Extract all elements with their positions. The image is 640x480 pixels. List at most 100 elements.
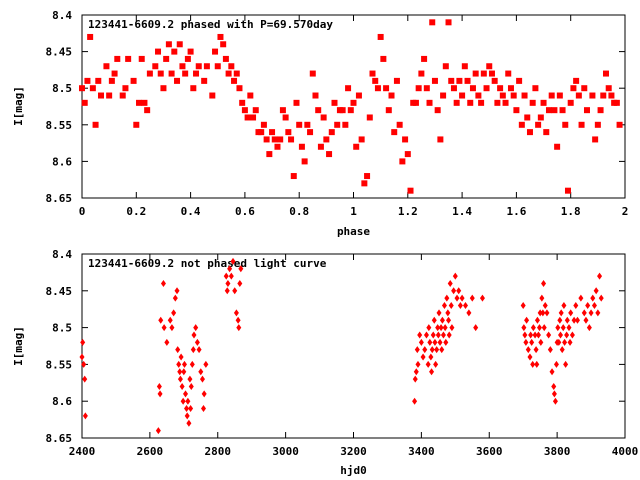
data-point [556, 338, 562, 346]
data-point [436, 309, 442, 317]
data-point [81, 360, 87, 368]
data-point [320, 114, 327, 121]
data-point [537, 309, 543, 317]
data-point [178, 353, 184, 361]
data-point [451, 287, 457, 295]
data-point [186, 419, 192, 427]
data-point [520, 302, 526, 310]
x-tick-label: 3400 [408, 445, 435, 458]
data-point [136, 99, 143, 106]
x-tick-label: 2600 [137, 445, 164, 458]
data-point [586, 324, 592, 332]
data-point [433, 360, 439, 368]
data-point [388, 92, 395, 99]
data-point [564, 187, 571, 194]
data-point [235, 316, 241, 324]
x-axis-label: phase [337, 225, 370, 238]
y-tick-label: 8.4 [52, 9, 72, 22]
data-point [583, 316, 589, 324]
data-point [317, 143, 324, 150]
data-point [483, 85, 490, 92]
data-point [385, 107, 392, 114]
data-point [423, 331, 429, 339]
data-point [432, 338, 438, 346]
data-point [277, 136, 284, 143]
data-point [541, 324, 547, 332]
data-point [407, 187, 414, 194]
data-point [200, 405, 206, 413]
data-point [247, 92, 254, 99]
data-point [252, 107, 259, 114]
data-point [347, 107, 354, 114]
data-point [552, 397, 558, 405]
data-point [298, 143, 305, 150]
data-point [562, 121, 569, 128]
data-point [429, 346, 435, 354]
data-point [454, 294, 460, 302]
data-point [214, 63, 221, 70]
data-point [564, 316, 570, 324]
data-point [260, 121, 267, 128]
data-point [524, 316, 530, 324]
data-point [167, 316, 173, 324]
data-point [350, 99, 357, 106]
data-point [426, 99, 433, 106]
data-point [581, 309, 587, 317]
data-point [521, 92, 528, 99]
data-point [258, 129, 265, 136]
data-point [271, 136, 278, 143]
data-point [444, 294, 450, 302]
x-tick-label: 0 [79, 205, 86, 218]
data-point [179, 382, 185, 390]
data-point [448, 302, 454, 310]
data-point [155, 427, 161, 435]
data-point [158, 316, 164, 324]
data-point [452, 272, 458, 280]
data-point [152, 63, 159, 70]
data-point [269, 129, 276, 136]
data-point [228, 272, 234, 280]
data-point [581, 85, 588, 92]
y-tick-label: 8.4 [52, 248, 72, 261]
data-point [237, 279, 243, 287]
data-point [588, 309, 594, 317]
data-point [567, 338, 573, 346]
data-point [563, 360, 569, 368]
data-point [201, 77, 208, 84]
data-point [190, 346, 196, 354]
data-point [374, 85, 381, 92]
data-point [523, 338, 529, 346]
data-point [556, 92, 563, 99]
data-point [445, 19, 452, 26]
data-point [130, 77, 137, 84]
x-tick-label: 1.6 [506, 205, 526, 218]
data-point [555, 324, 561, 332]
data-point [412, 397, 418, 405]
data-point [181, 368, 187, 376]
data-point [449, 324, 455, 332]
data-point [551, 107, 558, 114]
data-point [559, 346, 565, 354]
data-point [431, 77, 438, 84]
data-point [220, 41, 227, 48]
x-axis-label: hjd0 [340, 464, 367, 477]
data-point [80, 338, 86, 346]
data-point [230, 257, 236, 265]
data-point [417, 331, 423, 339]
data-point [372, 77, 379, 84]
data-point [553, 360, 559, 368]
data-point [342, 121, 349, 128]
data-point [232, 287, 238, 295]
data-point [138, 55, 145, 62]
data-point [89, 85, 96, 92]
data-point [404, 151, 411, 158]
data-point [562, 338, 568, 346]
data-point [551, 390, 557, 398]
data-point [175, 346, 181, 354]
data-point [183, 390, 189, 398]
data-point [466, 309, 472, 317]
data-point [537, 114, 544, 121]
data-point [184, 405, 190, 413]
data-point [383, 85, 390, 92]
data-point [442, 324, 448, 332]
